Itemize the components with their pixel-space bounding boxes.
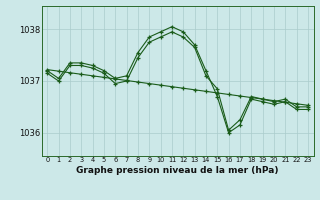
- X-axis label: Graphe pression niveau de la mer (hPa): Graphe pression niveau de la mer (hPa): [76, 166, 279, 175]
